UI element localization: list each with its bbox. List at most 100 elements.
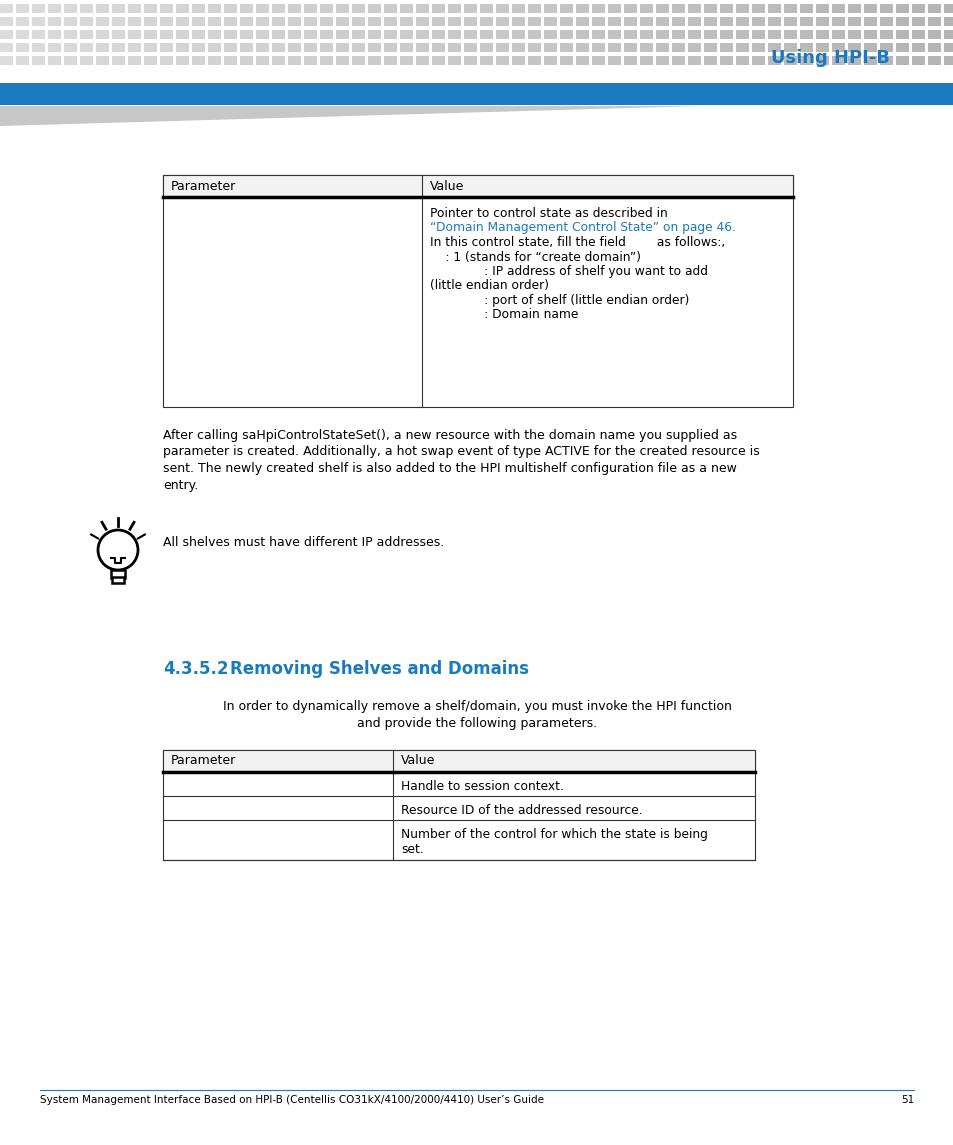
Bar bbox=[48, 17, 61, 26]
Bar bbox=[335, 3, 349, 13]
Bar bbox=[399, 56, 413, 65]
Text: In order to dynamically remove a shelf/domain, you must invoke the HPI function: In order to dynamically remove a shelf/d… bbox=[222, 700, 731, 713]
Bar bbox=[911, 30, 924, 39]
Bar bbox=[16, 17, 29, 26]
Bar bbox=[735, 3, 748, 13]
Bar bbox=[288, 17, 301, 26]
Bar bbox=[911, 56, 924, 65]
Text: Using HPI-B: Using HPI-B bbox=[770, 49, 889, 68]
Bar bbox=[128, 56, 141, 65]
Text: : Domain name: : Domain name bbox=[430, 308, 578, 322]
Bar bbox=[927, 56, 940, 65]
Bar bbox=[479, 30, 493, 39]
Bar bbox=[623, 30, 637, 39]
Bar bbox=[224, 30, 236, 39]
Bar bbox=[815, 44, 828, 52]
Bar bbox=[943, 3, 953, 13]
Bar bbox=[224, 3, 236, 13]
Bar bbox=[224, 56, 236, 65]
Bar bbox=[512, 30, 524, 39]
Bar bbox=[399, 17, 413, 26]
Bar bbox=[703, 44, 717, 52]
Bar bbox=[192, 3, 205, 13]
Bar bbox=[767, 3, 781, 13]
Text: Resource ID of the addressed resource.: Resource ID of the addressed resource. bbox=[400, 804, 642, 818]
Text: 51: 51 bbox=[900, 1095, 913, 1105]
Bar bbox=[255, 30, 269, 39]
Bar bbox=[192, 30, 205, 39]
Bar bbox=[399, 30, 413, 39]
Bar bbox=[559, 17, 573, 26]
Bar bbox=[163, 750, 754, 772]
Bar bbox=[639, 56, 652, 65]
Bar bbox=[175, 30, 189, 39]
Bar bbox=[463, 3, 476, 13]
Bar bbox=[304, 30, 316, 39]
Bar bbox=[751, 30, 764, 39]
Bar bbox=[304, 17, 316, 26]
Bar bbox=[80, 17, 92, 26]
Text: Value: Value bbox=[400, 755, 435, 767]
Bar bbox=[255, 3, 269, 13]
Bar bbox=[64, 44, 77, 52]
Bar bbox=[911, 3, 924, 13]
Bar bbox=[943, 44, 953, 52]
Bar bbox=[847, 17, 861, 26]
Bar bbox=[144, 3, 157, 13]
Bar bbox=[911, 17, 924, 26]
Bar bbox=[416, 3, 429, 13]
Bar bbox=[384, 30, 396, 39]
Bar bbox=[111, 570, 125, 578]
Bar bbox=[543, 30, 557, 39]
Bar bbox=[160, 44, 172, 52]
Bar bbox=[416, 17, 429, 26]
Bar bbox=[559, 30, 573, 39]
Bar bbox=[32, 17, 45, 26]
Bar bbox=[576, 56, 588, 65]
Bar bbox=[192, 44, 205, 52]
Bar bbox=[163, 750, 754, 860]
Bar bbox=[416, 56, 429, 65]
Bar bbox=[527, 44, 540, 52]
Bar bbox=[607, 3, 620, 13]
Bar bbox=[927, 3, 940, 13]
Bar bbox=[751, 56, 764, 65]
Text: (little endian order): (little endian order) bbox=[430, 279, 548, 292]
Bar bbox=[783, 17, 796, 26]
Bar bbox=[48, 3, 61, 13]
Polygon shape bbox=[0, 106, 700, 126]
Bar bbox=[607, 17, 620, 26]
Text: Number of the control for which the state is being: Number of the control for which the stat… bbox=[400, 828, 707, 840]
Bar bbox=[863, 30, 876, 39]
Bar bbox=[527, 17, 540, 26]
Bar bbox=[144, 17, 157, 26]
Bar bbox=[687, 30, 700, 39]
Bar bbox=[144, 30, 157, 39]
Bar bbox=[831, 3, 844, 13]
Bar bbox=[496, 3, 509, 13]
Bar bbox=[368, 30, 380, 39]
Bar bbox=[48, 44, 61, 52]
Bar bbox=[607, 30, 620, 39]
Bar bbox=[751, 3, 764, 13]
Bar bbox=[767, 44, 781, 52]
Bar bbox=[671, 30, 684, 39]
Bar bbox=[112, 3, 125, 13]
Bar bbox=[479, 44, 493, 52]
Bar bbox=[751, 17, 764, 26]
Bar bbox=[607, 44, 620, 52]
Bar bbox=[783, 56, 796, 65]
Bar bbox=[163, 175, 792, 197]
Text: : 1 (stands for “create domain”): : 1 (stands for “create domain”) bbox=[430, 251, 640, 263]
Bar bbox=[687, 56, 700, 65]
Bar bbox=[687, 44, 700, 52]
Bar bbox=[656, 17, 668, 26]
Bar bbox=[416, 44, 429, 52]
Bar bbox=[0, 17, 13, 26]
Bar bbox=[96, 44, 109, 52]
Bar bbox=[368, 17, 380, 26]
Bar bbox=[240, 3, 253, 13]
Bar bbox=[288, 30, 301, 39]
Bar bbox=[112, 30, 125, 39]
Bar bbox=[335, 17, 349, 26]
